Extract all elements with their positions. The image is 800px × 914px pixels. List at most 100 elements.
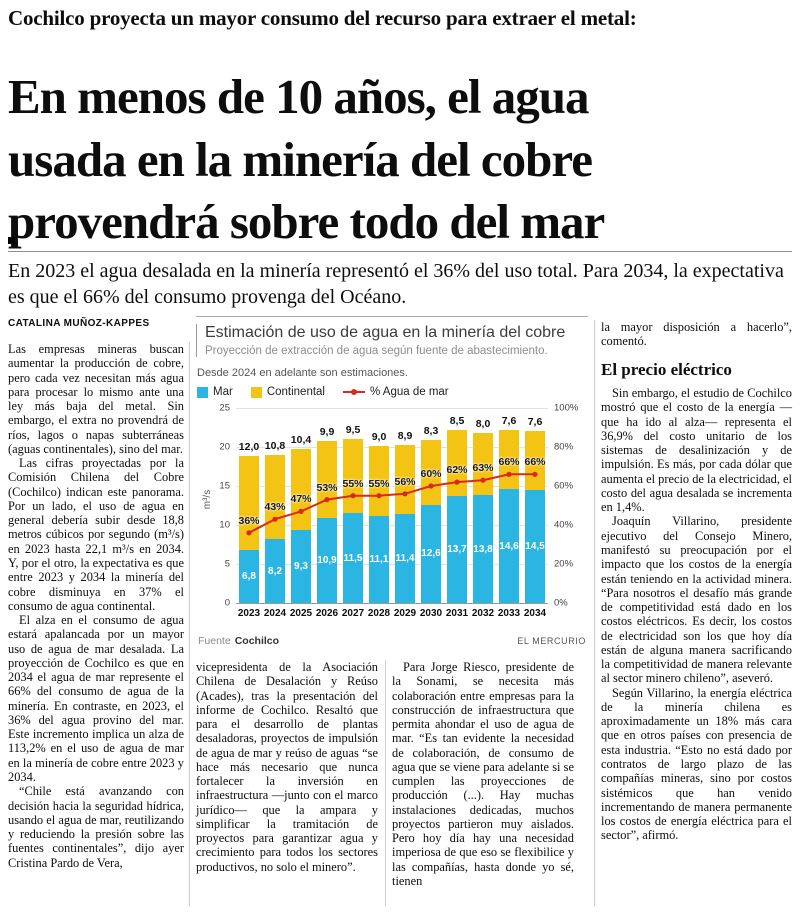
- body-column-4: la mayor disposición a hacerlo”, comentó…: [601, 320, 792, 843]
- chart-credit: EL MERCURIO: [517, 636, 586, 646]
- continental-value-label: 8,5: [449, 414, 465, 427]
- percent-value-label: 36%: [238, 514, 260, 527]
- continental-value-label: 7,6: [501, 414, 517, 427]
- continental-value-label: 8,0: [475, 417, 491, 430]
- y-axis-tick-left: 15: [219, 480, 230, 492]
- y-axis-tick-left: 20: [219, 441, 230, 453]
- y-axis-tick-left: 5: [224, 558, 230, 570]
- body-column-1: Las empresas mineras buscan aumentar la …: [8, 342, 184, 870]
- y-axis-tick-left: 10: [219, 519, 230, 531]
- x-axis-label: 2031: [445, 608, 469, 619]
- paragraph: Sin embargo, el estudio de Cochilco most…: [601, 386, 792, 515]
- headline-line-1: En menos de 10 años, el agua: [8, 68, 590, 124]
- continental-value-label: 9,5: [345, 424, 361, 437]
- gridline: [236, 564, 548, 565]
- legend-label-line: % Agua de mar: [370, 386, 449, 398]
- legend-label-continental: Continental: [266, 386, 325, 398]
- bar-group-2034: 14,5 7,6 66%: [522, 408, 548, 603]
- bar-group-2031: 13,7 8,5 62%: [444, 408, 470, 603]
- mar-segment: 12,6: [421, 504, 441, 603]
- paragraph: Según Villarino, la energía eléctrica de…: [601, 685, 792, 843]
- legend-label-mar: Mar: [213, 386, 233, 398]
- percent-value-label: 47%: [290, 493, 312, 506]
- continental-value-label: 10,8: [264, 439, 286, 452]
- continental-swatch-icon: [250, 386, 262, 398]
- column-4-paragraphs: Sin embargo, el estudio de Cochilco most…: [601, 386, 792, 843]
- bars-container: 6,8 12,0 36% 8,2 10,8 43% 9,3 10,4 47% 10,9 9,9 53%…: [236, 408, 548, 603]
- water-use-chart: Estimación de uso de agua en la minería …: [196, 316, 588, 655]
- column-divider: [594, 320, 595, 906]
- chart-plot-area: m³/s 6,8 12,0 36% 8,2 10,8 43% 9,3 10,4 47% 10,9 9…: [202, 403, 578, 609]
- continental-segment: [343, 439, 363, 514]
- deck: En 2023 el agua desalada en la minería r…: [8, 251, 792, 310]
- continental-value-label: 8,9: [397, 429, 413, 442]
- mar-segment: 14,5: [525, 489, 545, 603]
- percent-value-label: 63%: [472, 462, 494, 475]
- x-axis-label: 2027: [341, 608, 365, 619]
- headline-line-2: usada en la minería del cobre: [8, 131, 593, 187]
- y-axis-tick-right: 80%: [554, 441, 574, 453]
- paragraph: Para Jorge Riesco, presidente de la Sona…: [392, 660, 574, 888]
- paragraph: El alza en el consumo de agua estará apa…: [8, 613, 184, 784]
- paragraph: Las empresas mineras buscan aumentar la …: [8, 342, 184, 456]
- column-4-lead: la mayor disposición a hacerlo”, comentó…: [601, 320, 792, 349]
- headline-line-3: provendrá sobre todo del mar: [8, 194, 605, 250]
- y-axis-tick-right: 100%: [554, 402, 579, 414]
- x-axis-label: 2026: [315, 608, 339, 619]
- headline-end-mark: [8, 237, 15, 244]
- gridline: [236, 447, 548, 448]
- mar-segment: 6,8: [239, 549, 259, 603]
- legend-item-line: % Agua de mar: [343, 386, 449, 398]
- continental-segment: [447, 429, 467, 497]
- gridline: [236, 603, 548, 604]
- mar-segment: 13,8: [473, 495, 493, 603]
- y-axis-tick-right: 40%: [554, 519, 574, 531]
- paragraph: Joaquín Villarino, presidente ejecutivo …: [601, 514, 792, 686]
- mar-segment: 11,1: [369, 516, 389, 603]
- mar-segment: 8,2: [265, 539, 285, 603]
- continental-value-label: 9,9: [319, 425, 335, 438]
- x-axis-labels: 2023 2024 2025 2026 2027 2028 2029 2030 2031 2032…: [236, 608, 548, 619]
- continental-segment: [239, 456, 259, 550]
- section-heading: El precio eléctrico: [601, 359, 732, 379]
- paragraph: “Chile está avanzando con decisión hacia…: [8, 784, 184, 870]
- column-divider: [189, 342, 190, 906]
- continental-value-label: 8,3: [423, 424, 439, 437]
- mar-segment: 11,4: [395, 514, 415, 603]
- chart-source-row: Fuente Cochilco EL MERCURIO: [198, 631, 586, 649]
- chart-legend: Mar Continental % Agua de mar: [197, 386, 588, 398]
- paragraph: Las cifras proyectadas por la Comisión C…: [8, 456, 184, 613]
- x-axis-label: 2024: [263, 608, 287, 619]
- column-divider: [385, 660, 386, 906]
- percent-value-label: 62%: [446, 464, 468, 477]
- continental-value-label: 7,6: [527, 415, 543, 428]
- paragraph: vicepresidenta de la Asociación Chilena …: [196, 660, 378, 874]
- percent-value-label: 66%: [524, 456, 546, 469]
- y-axis-tick-left: 0: [224, 597, 230, 609]
- bar-group-2026: 10,9 9,9 53%: [314, 408, 340, 603]
- chart-source: Fuente Cochilco: [198, 635, 280, 647]
- body-column-2: vicepresidenta de la Asociación Chilena …: [196, 660, 378, 874]
- continental-value-label: 12,0: [238, 441, 260, 454]
- y-axis-tick-right: 60%: [554, 480, 574, 492]
- x-axis-label: 2034: [523, 608, 547, 619]
- bar-group-2029: 11,4 8,9 56%: [392, 408, 418, 603]
- bar-group-2030: 12,6 8,3 60%: [418, 408, 444, 603]
- bar-group-2032: 13,8 8,0 63%: [470, 408, 496, 603]
- line-marker-icon: [343, 388, 365, 397]
- x-axis-label: 2030: [419, 608, 443, 619]
- continental-value-label: 10,4: [290, 434, 312, 447]
- mar-segment: 11,5: [343, 513, 363, 603]
- legend-item-continental: Continental: [250, 386, 325, 398]
- mar-segment: 14,6: [499, 489, 519, 603]
- mar-segment: 13,7: [447, 496, 467, 603]
- continental-segment: [317, 440, 337, 518]
- x-axis-label: 2023: [237, 608, 261, 619]
- mar-swatch-icon: [197, 386, 208, 398]
- chart-subtitle: Proyección de extracción de agua según f…: [205, 345, 548, 357]
- x-axis-label: 2033: [497, 608, 521, 619]
- headline: En menos de 10 años, el agua usada en la…: [8, 66, 792, 254]
- y-axis-tick-left: 25: [219, 402, 230, 414]
- gridline: [236, 408, 548, 409]
- x-axis-label: 2029: [393, 608, 417, 619]
